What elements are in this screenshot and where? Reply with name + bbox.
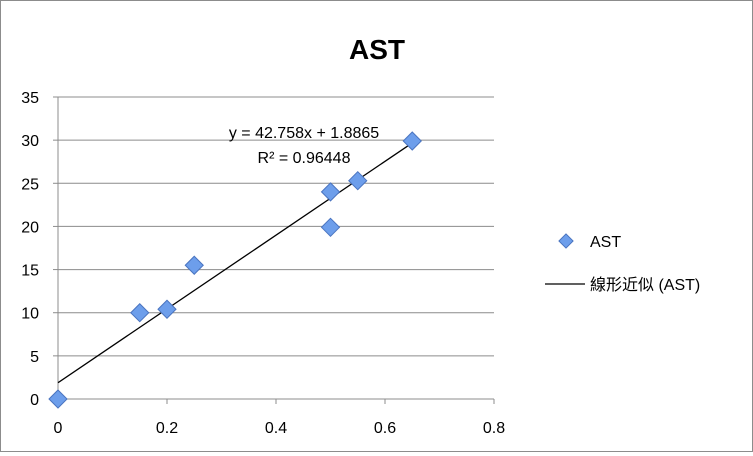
legend: AST 線形近似 (AST) [545, 233, 700, 294]
chart-title: AST [349, 34, 405, 65]
data-point [130, 303, 150, 323]
tick-label-x: 0.6 [374, 420, 396, 437]
tick-labels: 0 5 10 15 20 25 30 35 0 0.2 0.4 0.6 0.8 [21, 90, 505, 437]
tick-label-x: 0 [54, 420, 63, 437]
data-point [402, 131, 422, 151]
data-point [320, 217, 341, 237]
legend-label-trendline: 線形近似 (AST) [590, 276, 700, 294]
data-point [184, 255, 204, 275]
tick-label-x: 0.4 [265, 420, 287, 437]
legend-label-ast: AST [590, 234, 621, 251]
data-points [48, 131, 422, 409]
trendline-equation: y = 42.758x + 1.8865 [229, 125, 379, 142]
tick-label-y: 35 [21, 90, 39, 107]
tick-label-y: 5 [30, 349, 39, 366]
trendline-r2: R² = 0.96448 [258, 150, 351, 167]
legend-marker-ast [558, 233, 574, 249]
tick-label-y: 20 [21, 219, 39, 236]
tick-label-y: 10 [21, 306, 39, 323]
data-point [157, 299, 177, 319]
axes [53, 96, 495, 404]
tick-label-y: 15 [21, 263, 39, 280]
tick-label-y: 30 [21, 133, 39, 150]
tick-label-y: 0 [30, 392, 39, 409]
tick-label-x: 0.2 [156, 420, 178, 437]
tick-label-y: 25 [21, 176, 39, 193]
data-point [348, 170, 368, 191]
data-point [48, 389, 68, 409]
tick-label-x: 0.8 [483, 420, 505, 437]
data-point [320, 182, 341, 202]
